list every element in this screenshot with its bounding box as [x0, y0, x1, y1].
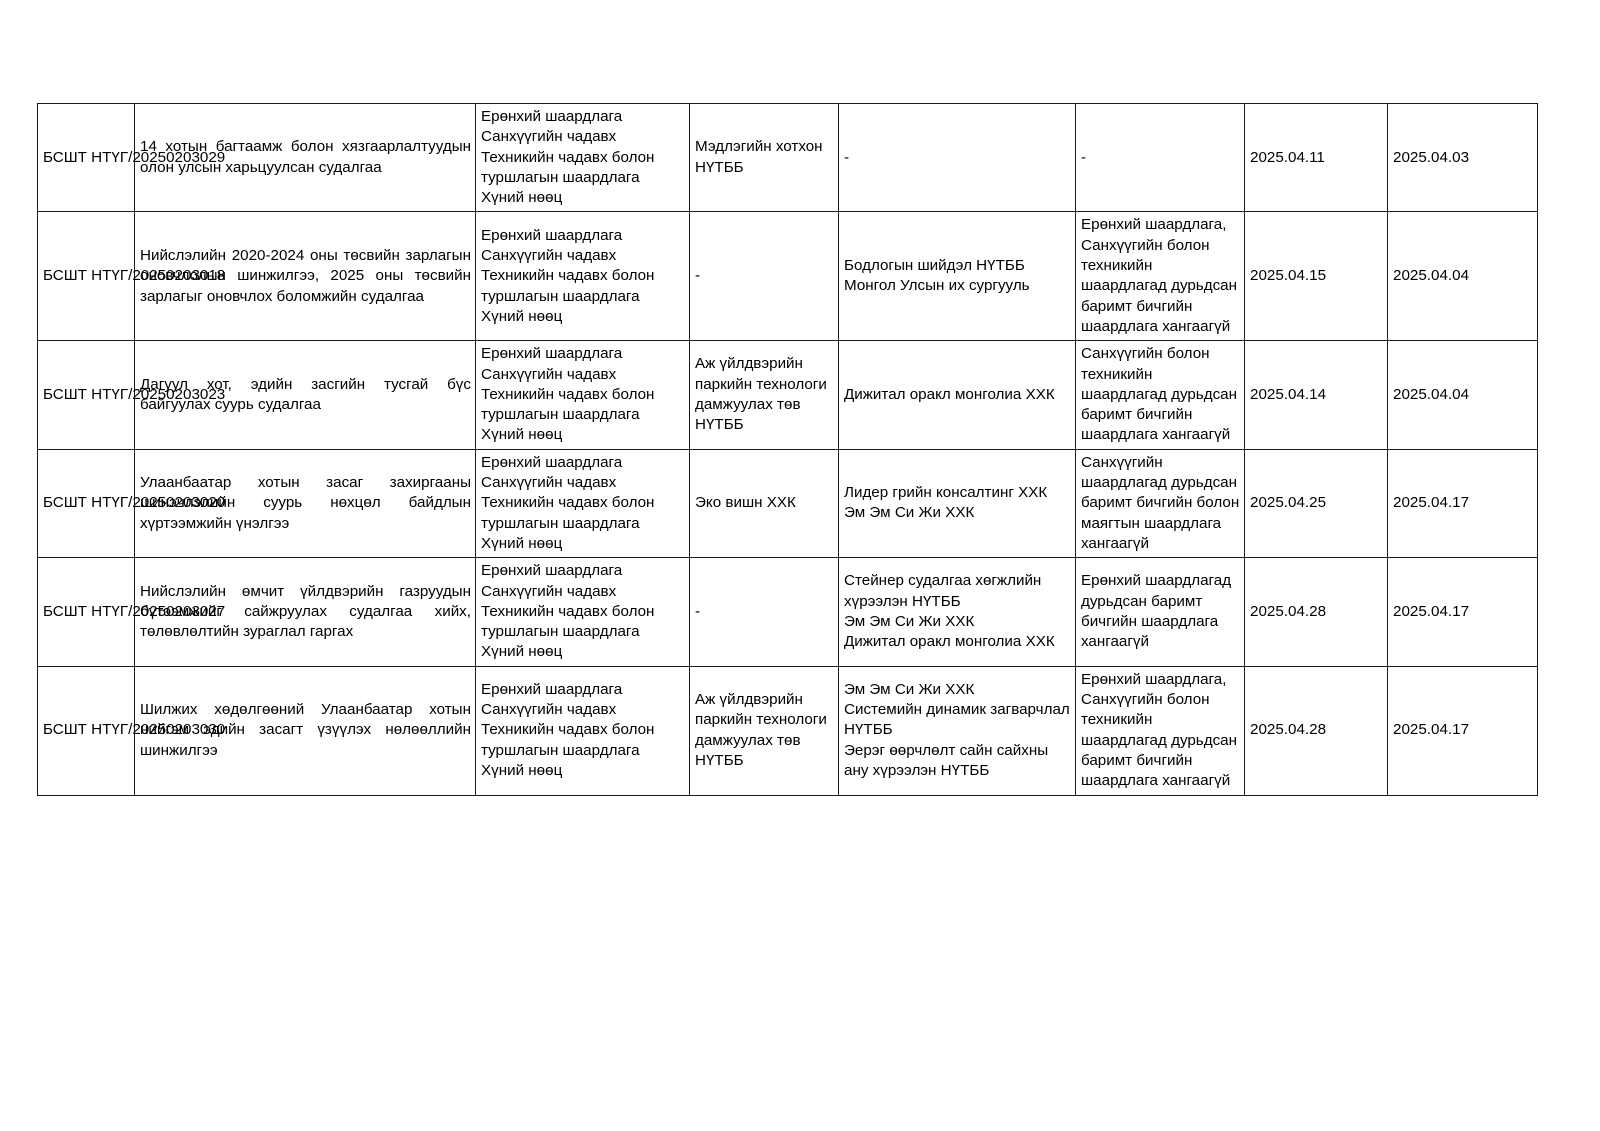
table-row: БСШТ НТҮГ/20250203027 Нийслэлийн өмчит ү…: [37, 557, 1538, 667]
cell-organization-2: Стейнер судалгаа хөгжлийн хүрээлэн НҮТББ…: [838, 557, 1076, 667]
table-container: БСШТ НТҮГ/20250203029 14 хотын багтаамж …: [37, 102, 1538, 796]
cell-note: Ерөнхий шаардлага, Санхүүгийн болон техн…: [1075, 211, 1245, 342]
cell-date-1: 2025.04.25: [1244, 448, 1388, 559]
cell-note: Ерөнхий шаардлагад дурьдсан баримт бичги…: [1075, 557, 1245, 667]
cell-organization-1: Аж үйлдвэрийн паркийн технологи дамжуула…: [689, 665, 839, 796]
cell-organization-2: -: [838, 102, 1076, 213]
cell-organization-1: Эко вишн ХХК: [689, 448, 839, 559]
cell-date-2: 2025.04.03: [1387, 102, 1538, 213]
cell-name: 14 хотын багтаамж болон хязгаарлалтуудын…: [134, 102, 476, 213]
cell-name: Нийслэлийн 2020-2024 оны төсвийн зарлагы…: [134, 211, 476, 342]
cell-requirements: Ерөнхий шаардлага Санхүүгийн чадавх Техн…: [475, 665, 690, 796]
cell-code: БСШТ НТҮГ/20250203027: [37, 557, 225, 667]
cell-name: Дагуул хот, эдийн засгийн тусгай бүс бай…: [134, 340, 476, 450]
cell-code: БСШТ НТҮГ/20250203030: [37, 665, 225, 796]
cell-date-2: 2025.04.04: [1387, 340, 1538, 450]
cell-organization-2: Бодлогын шийдэл НҮТББ Монгол Улсын их су…: [838, 211, 1076, 342]
cell-note: Санхүүгийн болон техникийн шаардлагад ду…: [1075, 340, 1245, 450]
cell-note: -: [1075, 102, 1245, 213]
cell-organization-1: Мэдлэгийн хотхон НҮТББ: [689, 102, 839, 213]
cell-date-2: 2025.04.17: [1387, 557, 1538, 667]
cell-requirements: Ерөнхий шаардлага Санхүүгийн чадавх Техн…: [475, 340, 690, 450]
table-row: БСШТ НТҮГ/20250203023 Дагуул хот, эдийн …: [37, 340, 1538, 450]
cell-date-2: 2025.04.04: [1387, 211, 1538, 342]
cell-date-1: 2025.04.28: [1244, 665, 1388, 796]
procurement-table: БСШТ НТҮГ/20250203029 14 хотын багтаамж …: [37, 102, 1538, 796]
cell-requirements: Ерөнхий шаардлага Санхүүгийн чадавх Техн…: [475, 557, 690, 667]
cell-date-1: 2025.04.28: [1244, 557, 1388, 667]
table-row: БСШТ НТҮГ/20250203029 14 хотын багтаамж …: [37, 102, 1538, 213]
cell-organization-2: Дижитал оракл монголиа ХХК: [838, 340, 1076, 450]
cell-requirements: Ерөнхий шаардлага Санхүүгийн чадавх Техн…: [475, 211, 690, 342]
cell-organization-2: Эм Эм Си Жи ХХК Системийн динамик загвар…: [838, 665, 1076, 796]
cell-date-1: 2025.04.14: [1244, 340, 1388, 450]
cell-name: Шилжих хөдөлгөөний Улаанбаатар хотын ний…: [134, 665, 476, 796]
cell-name: Нийслэлийн өмчит үйлдвэрийн газруудын бү…: [134, 557, 476, 667]
table-row: БСШТ НТҮГ/20250203020 Улаанбаатар хотын …: [37, 448, 1538, 559]
cell-requirements: Ерөнхий шаардлага Санхүүгийн чадавх Техн…: [475, 448, 690, 559]
cell-code: БСШТ НТҮГ/20250203020: [37, 448, 225, 559]
cell-name: Улаанбаатар хотын засаг захиргааны шинэч…: [134, 448, 476, 559]
table-row: БСШТ НТҮГ/20250203030 Шилжих хөдөлгөөний…: [37, 665, 1538, 796]
cell-organization-1: -: [689, 211, 839, 342]
cell-organization-1: Аж үйлдвэрийн паркийн технологи дамжуула…: [689, 340, 839, 450]
cell-organization-2: Лидер грийн консалтинг ХХК Эм Эм Си Жи Х…: [838, 448, 1076, 559]
cell-code: БСШТ НТҮГ/20250203018: [37, 211, 225, 342]
cell-date-2: 2025.04.17: [1387, 448, 1538, 559]
cell-date-2: 2025.04.17: [1387, 665, 1538, 796]
cell-date-1: 2025.04.11: [1244, 102, 1388, 213]
table-row: БСШТ НТҮГ/20250203018 Нийслэлийн 2020-20…: [37, 211, 1538, 342]
cell-code: БСШТ НТҮГ/20250203023: [37, 340, 225, 450]
cell-organization-1: -: [689, 557, 839, 667]
cell-code: БСШТ НТҮГ/20250203029: [37, 102, 225, 213]
table-body: БСШТ НТҮГ/20250203029 14 хотын багтаамж …: [37, 102, 1538, 796]
cell-requirements: Ерөнхий шаардлага Санхүүгийн чадавх Техн…: [475, 102, 690, 213]
cell-note: Ерөнхий шаардлага, Санхүүгийн болон техн…: [1075, 665, 1245, 796]
cell-note: Санхүүгийн шаардлагад дурьдсан баримт би…: [1075, 448, 1245, 559]
cell-date-1: 2025.04.15: [1244, 211, 1388, 342]
